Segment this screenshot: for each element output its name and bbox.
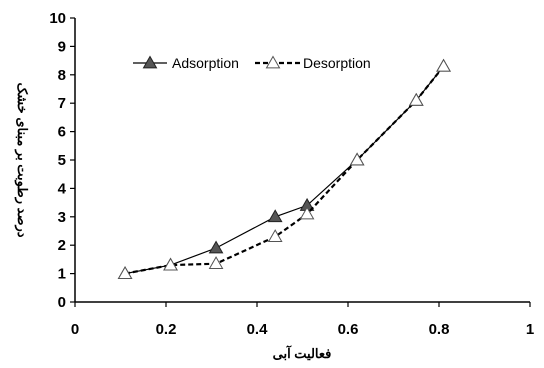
- legend-label-adsorption: Adsorption: [172, 55, 239, 71]
- desorption-line: [124, 65, 445, 275]
- y-tick-label: 1: [58, 266, 66, 283]
- desorption-marker: [299, 206, 315, 220]
- y-axis-title: درصد رطوبت بر مبنای خشک: [14, 82, 30, 237]
- y-tick-label: 2: [58, 237, 66, 254]
- adsorption-line: [124, 65, 445, 275]
- legend-marker-desorption: [265, 55, 281, 69]
- x-axis-title: فعالیت آبی: [273, 345, 332, 361]
- x-tick-label: 0.8: [429, 321, 450, 338]
- y-tick-label: 0: [58, 294, 66, 311]
- desorption-marker: [163, 257, 178, 271]
- desorption-marker: [436, 58, 451, 72]
- x-tick-label: 0.4: [247, 321, 269, 338]
- adsorption-marker: [267, 209, 283, 223]
- legend-marker-adsorption: [142, 55, 158, 69]
- y-tick-label: 10: [49, 10, 66, 27]
- y-tick-label: 9: [58, 38, 66, 55]
- x-tick-label: 1: [526, 321, 534, 338]
- y-tick-label: 3: [58, 209, 66, 226]
- x-tick-label: 0.6: [338, 321, 359, 338]
- y-tick-label: 7: [58, 95, 66, 112]
- desorption-marker: [208, 256, 224, 270]
- series-adsorption: [117, 58, 451, 279]
- y-tick-label: 8: [58, 67, 66, 84]
- desorption-marker: [349, 152, 365, 166]
- x-tick-label: 0: [71, 321, 79, 338]
- ticks: 0 1 2 3 4 5 6 7 8 9 10 0 0.2 0.4 0.6 0.8 1: [49, 10, 534, 338]
- series-layer: [117, 58, 451, 279]
- series-desorption: [117, 58, 451, 279]
- adsorption-marker: [208, 240, 224, 254]
- legend-label-desorption: Desorption: [303, 55, 371, 71]
- y-tick-label: 4: [58, 180, 67, 197]
- desorption-marker: [408, 92, 424, 106]
- desorption-marker: [267, 229, 283, 243]
- y-tick-label: 5: [58, 152, 66, 169]
- legend: Adsorption Desorption: [133, 55, 371, 71]
- y-tick-label: 6: [58, 124, 66, 141]
- x-tick-label: 0.2: [156, 321, 177, 338]
- desorption-marker: [117, 266, 133, 279]
